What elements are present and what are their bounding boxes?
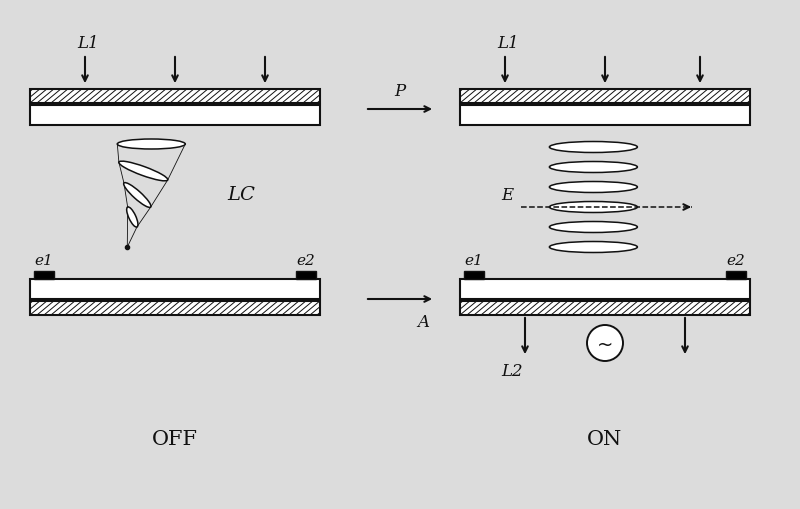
Circle shape xyxy=(587,325,623,361)
Ellipse shape xyxy=(124,183,151,208)
Ellipse shape xyxy=(126,208,138,228)
Bar xyxy=(30,301,320,316)
Ellipse shape xyxy=(550,162,638,173)
Ellipse shape xyxy=(550,142,638,153)
Text: e1: e1 xyxy=(34,253,54,267)
Bar xyxy=(34,271,54,279)
Bar xyxy=(30,90,320,104)
Bar xyxy=(30,301,320,316)
Text: e2: e2 xyxy=(297,253,315,267)
Bar xyxy=(464,271,484,279)
Text: ~: ~ xyxy=(597,335,613,354)
Text: L1: L1 xyxy=(77,35,98,52)
Bar xyxy=(30,90,320,104)
Bar xyxy=(460,90,750,104)
Bar xyxy=(460,279,750,299)
Ellipse shape xyxy=(550,222,638,233)
Text: e2: e2 xyxy=(726,253,746,267)
Ellipse shape xyxy=(119,162,168,182)
Ellipse shape xyxy=(550,182,638,193)
Ellipse shape xyxy=(550,242,638,253)
Bar xyxy=(460,106,750,126)
Bar xyxy=(460,301,750,316)
Bar xyxy=(460,301,750,316)
Ellipse shape xyxy=(550,202,638,213)
Ellipse shape xyxy=(118,140,186,150)
Text: A: A xyxy=(417,314,429,330)
Text: OFF: OFF xyxy=(152,430,198,448)
Bar xyxy=(30,279,320,299)
Bar xyxy=(296,271,316,279)
Text: e1: e1 xyxy=(465,253,483,267)
Bar xyxy=(30,106,320,126)
Text: L1: L1 xyxy=(497,35,518,52)
Bar xyxy=(726,271,746,279)
Text: ON: ON xyxy=(587,430,622,448)
Text: L2: L2 xyxy=(502,362,523,379)
Text: E: E xyxy=(501,187,513,204)
Bar xyxy=(460,90,750,104)
Text: P: P xyxy=(394,83,406,100)
Text: LC: LC xyxy=(227,186,255,204)
